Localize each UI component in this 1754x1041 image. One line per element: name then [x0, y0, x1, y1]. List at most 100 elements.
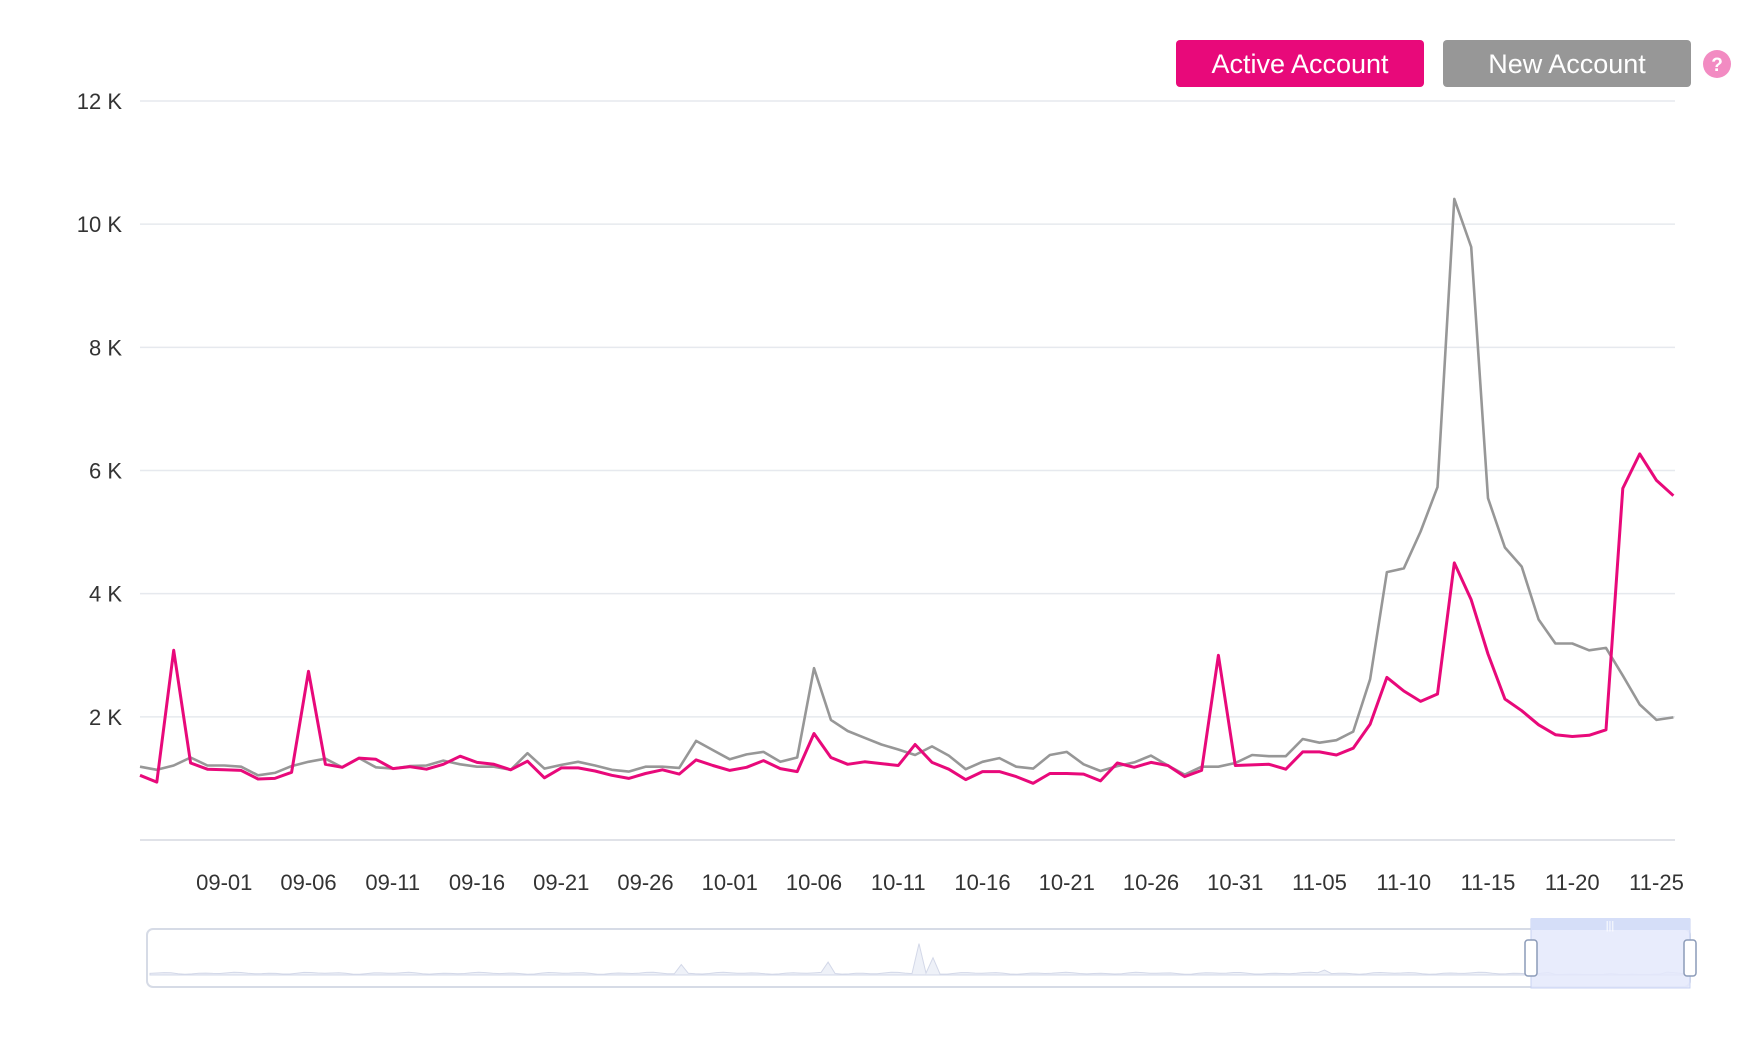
data-point-active-account[interactable] [1620, 485, 1626, 491]
data-point-active-account[interactable] [541, 775, 547, 781]
data-point-active-account[interactable] [1435, 691, 1441, 697]
slider-selection[interactable] [1530, 918, 1691, 989]
data-point-active-account[interactable] [1266, 761, 1272, 767]
data-point-active-account[interactable] [238, 767, 244, 773]
data-point-active-account[interactable] [424, 766, 430, 772]
legend-button-new-account[interactable]: New Account [1443, 40, 1691, 87]
data-point-new-account[interactable] [794, 755, 800, 761]
data-point-active-account[interactable] [1586, 732, 1592, 738]
data-point-new-account[interactable] [1064, 749, 1070, 755]
data-point-active-account[interactable] [1199, 767, 1205, 773]
data-point-active-account[interactable] [727, 767, 733, 773]
data-point-new-account[interactable] [1013, 764, 1019, 770]
data-point-active-account[interactable] [289, 769, 295, 775]
data-point-active-account[interactable] [137, 772, 143, 778]
data-point-new-account[interactable] [1637, 702, 1643, 708]
data-point-active-account[interactable] [1384, 674, 1390, 680]
data-point-active-account[interactable] [1350, 745, 1356, 751]
data-point-new-account[interactable] [1468, 244, 1474, 250]
data-point-new-account[interactable] [1047, 752, 1053, 758]
data-point-active-account[interactable] [558, 765, 564, 771]
data-point-active-account[interactable] [322, 761, 328, 767]
data-point-active-account[interactable] [1637, 451, 1643, 457]
data-point-active-account[interactable] [1013, 774, 1019, 780]
data-point-new-account[interactable] [676, 765, 682, 771]
data-point-new-account[interactable] [1670, 714, 1676, 720]
data-point-new-account[interactable] [980, 759, 986, 765]
data-point-active-account[interactable] [407, 764, 413, 770]
data-point-new-account[interactable] [643, 764, 649, 770]
data-point-active-account[interactable] [1654, 477, 1660, 483]
data-point-active-account[interactable] [1367, 721, 1373, 727]
data-point-new-account[interactable] [171, 763, 177, 769]
data-point-new-account[interactable] [1215, 764, 1221, 770]
data-point-new-account[interactable] [1536, 617, 1542, 623]
data-point-active-account[interactable] [946, 766, 952, 772]
data-point-active-account[interactable] [1451, 560, 1457, 566]
data-point-new-account[interactable] [1620, 673, 1626, 679]
data-point-new-account[interactable] [1333, 737, 1339, 743]
data-point-active-account[interactable] [1502, 696, 1508, 702]
data-point-new-account[interactable] [306, 759, 312, 765]
data-point-active-account[interactable] [643, 771, 649, 777]
slider-drag-bar[interactable] [1531, 918, 1690, 930]
data-point-active-account[interactable] [204, 766, 210, 772]
data-point-active-account[interactable] [508, 767, 514, 773]
data-point-active-account[interactable] [525, 758, 531, 764]
data-point-active-account[interactable] [1569, 734, 1575, 740]
data-point-new-account[interactable] [1552, 641, 1558, 647]
data-point-new-account[interactable] [895, 747, 901, 753]
data-point-new-account[interactable] [693, 738, 699, 744]
data-point-new-account[interactable] [996, 755, 1002, 761]
data-point-new-account[interactable] [1603, 645, 1609, 651]
data-point-new-account[interactable] [1283, 753, 1289, 759]
data-point-new-account[interactable] [1350, 729, 1356, 735]
data-point-active-account[interactable] [390, 766, 396, 772]
data-point-active-account[interactable] [1030, 780, 1036, 786]
data-point-active-account[interactable] [440, 761, 446, 767]
data-point-new-account[interactable] [727, 756, 733, 762]
data-point-new-account[interactable] [811, 665, 817, 671]
data-point-active-account[interactable] [693, 757, 699, 763]
data-point-active-account[interactable] [1670, 493, 1676, 499]
data-point-active-account[interactable] [1114, 760, 1120, 766]
series-line-active-account[interactable] [139, 452, 1675, 785]
data-point-active-account[interactable] [1317, 749, 1323, 755]
data-point-active-account[interactable] [457, 753, 463, 759]
data-point-active-account[interactable] [356, 755, 362, 761]
data-point-active-account[interactable] [710, 763, 716, 769]
data-point-active-account[interactable] [1131, 764, 1137, 770]
data-point-active-account[interactable] [912, 742, 918, 748]
data-point-new-account[interactable] [862, 735, 868, 741]
data-point-active-account[interactable] [878, 761, 884, 767]
data-point-new-account[interactable] [1502, 545, 1508, 551]
data-point-active-account[interactable] [895, 763, 901, 769]
data-point-active-account[interactable] [1283, 766, 1289, 772]
data-point-new-account[interactable] [1266, 753, 1272, 759]
data-point-active-account[interactable] [659, 767, 665, 773]
data-point-new-account[interactable] [1249, 752, 1255, 758]
data-point-active-account[interactable] [980, 769, 986, 775]
data-point-active-account[interactable] [996, 769, 1002, 775]
data-point-new-account[interactable] [272, 770, 278, 776]
data-point-new-account[interactable] [1485, 495, 1491, 501]
zoom-slider[interactable]: ||| [146, 918, 1697, 989]
data-point-new-account[interactable] [373, 764, 379, 770]
data-point-active-account[interactable] [272, 775, 278, 781]
data-point-active-account[interactable] [963, 777, 969, 783]
help-icon[interactable]: ? [1703, 50, 1731, 78]
data-point-new-account[interactable] [1401, 565, 1407, 571]
data-point-active-account[interactable] [1418, 698, 1424, 704]
data-point-new-account[interactable] [541, 766, 547, 772]
data-point-new-account[interactable] [1586, 647, 1592, 653]
data-point-active-account[interactable] [1182, 774, 1188, 780]
data-point-active-account[interactable] [575, 765, 581, 771]
data-point-active-account[interactable] [744, 764, 750, 770]
data-point-new-account[interactable] [1569, 641, 1575, 647]
data-point-new-account[interactable] [1435, 484, 1441, 490]
data-point-active-account[interactable] [1148, 759, 1154, 765]
data-point-new-account[interactable] [592, 763, 598, 769]
data-point-active-account[interactable] [1552, 732, 1558, 738]
slider-grip-icon[interactable]: ||| [1606, 920, 1615, 932]
data-point-new-account[interactable] [1654, 717, 1660, 723]
